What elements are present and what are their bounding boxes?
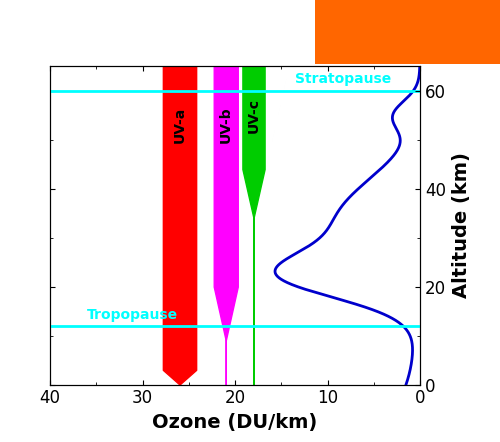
- Text: UV-a: UV-a: [172, 107, 186, 143]
- Text: UV-c: UV-c: [246, 98, 260, 133]
- Text: Stratopause: Stratopause: [295, 72, 392, 86]
- X-axis label: Ozone (DU/km): Ozone (DU/km): [152, 413, 318, 432]
- Y-axis label: Altitude (km): Altitude (km): [452, 152, 470, 298]
- Text: UV-b: UV-b: [219, 107, 233, 143]
- Text: Tropopause: Tropopause: [87, 308, 178, 322]
